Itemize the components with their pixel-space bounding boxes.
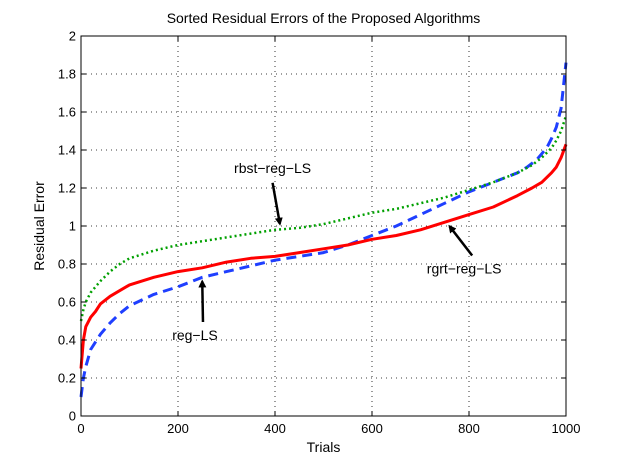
x-axis-label: Trials (307, 439, 341, 455)
chart-title: Sorted Residual Errors of the Proposed A… (167, 10, 481, 26)
y-tick-label: 1.2 (58, 181, 76, 196)
annotation-arrow (448, 224, 474, 257)
annotation-arrow (198, 279, 207, 323)
y-tick-label: 2 (69, 29, 76, 44)
y-tick-label: 1.6 (58, 105, 76, 120)
y-tick-label: 0 (69, 409, 76, 424)
series-line-rgrt-reg-ls (79, 143, 568, 369)
y-tick-label: 0.4 (58, 333, 76, 348)
series-line-rbst-reg-ls (79, 115, 568, 322)
annotation-arrow (271, 182, 283, 226)
annotation-label: rgrt−reg−LS (427, 261, 502, 277)
gridlines (81, 36, 566, 416)
x-tick-label: 200 (167, 421, 189, 436)
x-tick-label: 800 (458, 421, 480, 436)
y-tick-label: 1.8 (58, 67, 76, 82)
x-tick-label: 600 (361, 421, 383, 436)
annotation-label: reg−LS (172, 327, 218, 343)
series-line-reg-ls (79, 62, 568, 398)
x-tick-label: 400 (264, 421, 286, 436)
y-axis-label: Residual Error (31, 181, 47, 271)
x-tick-label: 0 (77, 421, 84, 436)
y-tick-label: 1.4 (58, 143, 76, 158)
y-tick-label: 0.8 (58, 257, 76, 272)
series-layer (79, 62, 568, 398)
y-tick-label: 0.2 (58, 371, 76, 386)
annotation-label: rbst−reg−LS (234, 160, 311, 176)
y-tick-label: 0.6 (58, 295, 76, 310)
axis-ticks: 0 200 400 600 800 1000 0 0.2 0.4 0.6 0.8 1 1.2 1.4 1.6… (58, 29, 581, 437)
annotations: rbst−reg−LS reg−LS rgrt−reg−LS (172, 160, 501, 343)
y-tick-label: 1 (69, 219, 76, 234)
plot-frame (80, 35, 567, 417)
x-tick-label: 1000 (552, 421, 581, 436)
